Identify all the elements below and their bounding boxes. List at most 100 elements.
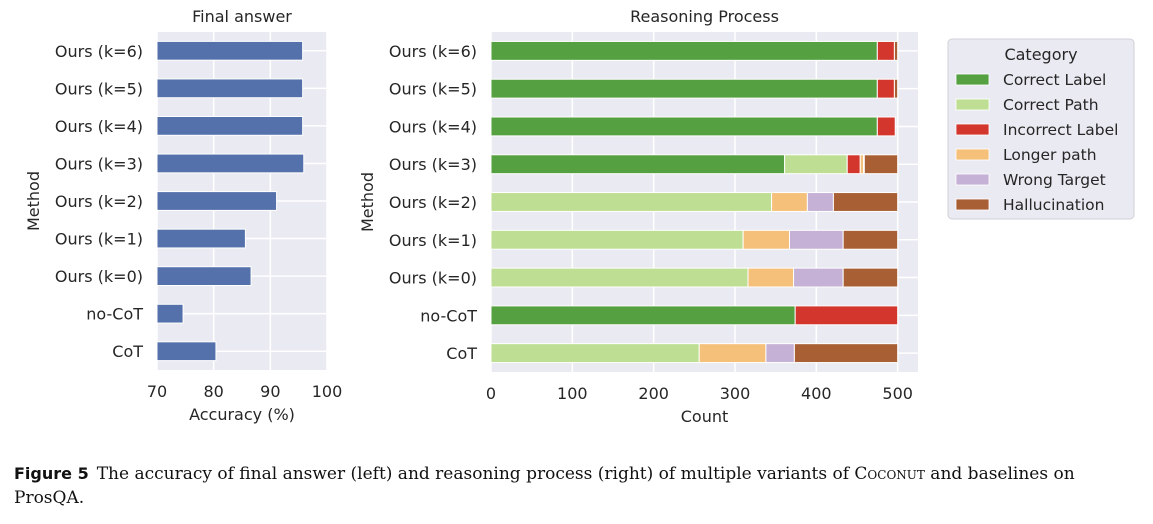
x-tick-label: 400 <box>801 384 832 403</box>
left-chart-title: Final answer <box>192 7 292 26</box>
bar-ours-k-0-wrong-target <box>793 267 844 288</box>
bar-ours-k-1-correct-path <box>490 229 744 250</box>
left-x-tick-labels: 70 80 90 100 <box>147 382 342 401</box>
y-tick-label: Ours (k=5) <box>389 80 477 99</box>
y-tick-label: CoT <box>446 344 477 363</box>
x-tick-label: 200 <box>638 384 669 403</box>
legend-label-incorrect-label: Incorrect Label <box>1003 121 1118 139</box>
legend-swatch-hallucination <box>955 198 990 211</box>
y-tick-label: no-CoT <box>86 305 143 324</box>
figure-caption: Figure 5 The accuracy of final answer (le… <box>14 462 1144 510</box>
bar-ours-k-4-correct-label <box>490 116 878 137</box>
legend-label-longer-path: Longer path <box>1003 146 1097 164</box>
bar-ours-k-3-hallucination <box>863 154 899 175</box>
left-y-tick-labels: Ours (k=6) Ours (k=5) Ours (k=4) Ours (k=3)… <box>55 42 143 361</box>
bar-cot <box>156 341 217 362</box>
legend-label-hallucination: Hallucination <box>1003 196 1104 214</box>
left-bars <box>156 40 305 362</box>
x-tick-label: 500 <box>882 384 913 403</box>
right-x-axis-label: Count <box>681 407 729 426</box>
legend-box <box>947 38 1135 220</box>
bar-ours-k-2 <box>156 191 278 211</box>
legend-items: Correct Label Correct Path Incorrect Label… <box>955 71 1118 214</box>
bar-ours-k-4 <box>156 116 304 136</box>
bar-ours-k-0-correct-path <box>490 267 749 288</box>
bar-cot-wrong-target <box>765 343 795 364</box>
caption-label: Figure 5 <box>14 464 89 483</box>
y-tick-label: Ours (k=4) <box>389 117 477 136</box>
legend-swatch-wrong-target <box>955 173 990 186</box>
bar-ours-k-6-hallucination <box>893 40 899 61</box>
legend-title: Category <box>1004 45 1077 64</box>
figure: Ours (k=6) Ours (k=5) Ours (k=4) Ours (k=3)… <box>24 7 1135 426</box>
y-tick-label: Ours (k=4) <box>55 117 143 136</box>
bar-ours-k-2-wrong-target <box>806 192 834 212</box>
caption-text-before: The accuracy of final answer (left) and … <box>96 464 855 484</box>
y-tick-label: Ours (k=3) <box>55 154 143 173</box>
bar-ours-k-3-incorrect-label <box>846 154 861 175</box>
bar-ours-k-0 <box>156 266 252 287</box>
bar-ours-k-2-hallucination <box>832 192 899 212</box>
legend-swatch-longer-path <box>955 148 990 161</box>
bar-no-cot <box>156 303 184 324</box>
bar-ours-k-2-correct-path <box>490 192 773 212</box>
x-tick-label: 300 <box>720 384 751 403</box>
bar-ours-k-3-correct-label <box>490 154 786 175</box>
left-y-axis-label: Method <box>24 171 43 231</box>
x-tick-label: 90 <box>260 382 280 401</box>
bar-ours-k-6-correct-label <box>490 40 878 61</box>
bar-ours-k-1-longer-path <box>742 229 790 250</box>
bar-cot-correct-path <box>490 343 700 364</box>
y-tick-label: Ours (k=5) <box>55 79 143 98</box>
right-y-tick-labels: Ours (k=6) Ours (k=5) Ours (k=4) Ours (k=3)… <box>389 42 477 363</box>
bar-cot-hallucination <box>793 343 899 364</box>
bar-ours-k-0-hallucination <box>842 267 899 288</box>
legend-label-correct-path: Correct Path <box>1003 96 1099 114</box>
legend-label-wrong-target: Wrong Target <box>1003 171 1106 189</box>
bar-ours-k-2-longer-path <box>771 192 808 212</box>
bar-no-cot-correct-label <box>490 305 796 326</box>
right-x-tick-labels: 0 100 200 300 400 500 <box>486 384 913 403</box>
bar-ours-k-1-hallucination <box>842 229 899 250</box>
y-tick-label: no-CoT <box>420 306 477 325</box>
y-tick-label: Ours (k=0) <box>389 269 477 288</box>
y-tick-label: Ours (k=1) <box>389 231 477 250</box>
y-tick-label: Ours (k=2) <box>55 192 143 211</box>
bar-ours-k-5-hallucination <box>893 78 899 99</box>
bar-ours-k-0-longer-path <box>747 267 795 288</box>
left-x-axis-label: Accuracy (%) <box>189 405 295 424</box>
bar-ours-k-5 <box>156 78 304 99</box>
legend: Category Correct Label Correct Path Incorr… <box>947 38 1135 220</box>
x-tick-label: 100 <box>557 384 588 403</box>
caption-text-after: and baselines on ProsQA. <box>14 464 1075 508</box>
reasoning-process-chart: Ours (k=6) Ours (k=5) Ours (k=4) Ours (k=3)… <box>358 7 918 426</box>
y-tick-label: Ours (k=1) <box>55 230 143 249</box>
bar-ours-k-6 <box>156 40 304 61</box>
bar-ours-k-1 <box>156 228 246 249</box>
x-tick-label: 70 <box>147 382 167 401</box>
legend-label-correct-label: Correct Label <box>1003 71 1106 89</box>
bar-ours-k-5-incorrect-label <box>876 78 895 99</box>
bar-ours-k-5-correct-label <box>490 78 878 99</box>
right-stacked-bars <box>490 40 899 364</box>
y-tick-label: Ours (k=0) <box>55 267 143 286</box>
caption-method-name: Coconut <box>854 464 925 484</box>
bar-no-cot-incorrect-label <box>794 305 899 326</box>
y-tick-label: Ours (k=2) <box>389 193 477 212</box>
bar-ours-k-6-incorrect-label <box>876 40 895 61</box>
right-y-axis-label: Method <box>358 172 377 232</box>
y-tick-label: CoT <box>112 342 143 361</box>
bar-cot-longer-path <box>698 343 767 364</box>
y-tick-label: Ours (k=6) <box>389 42 477 61</box>
legend-swatch-incorrect-label <box>955 123 990 136</box>
legend-swatch-correct-label <box>955 73 990 86</box>
final-answer-chart: Ours (k=6) Ours (k=5) Ours (k=4) Ours (k=3)… <box>24 7 342 424</box>
bar-ours-k-3 <box>156 153 305 174</box>
x-tick-label: 100 <box>312 382 343 401</box>
right-chart-title: Reasoning Process <box>630 7 779 26</box>
x-tick-label: 0 <box>486 384 496 403</box>
y-tick-label: Ours (k=6) <box>55 42 143 61</box>
bar-ours-k-1-wrong-target <box>788 229 844 250</box>
bar-ours-k-3-correct-path <box>784 154 848 175</box>
x-tick-label: 80 <box>203 382 223 401</box>
